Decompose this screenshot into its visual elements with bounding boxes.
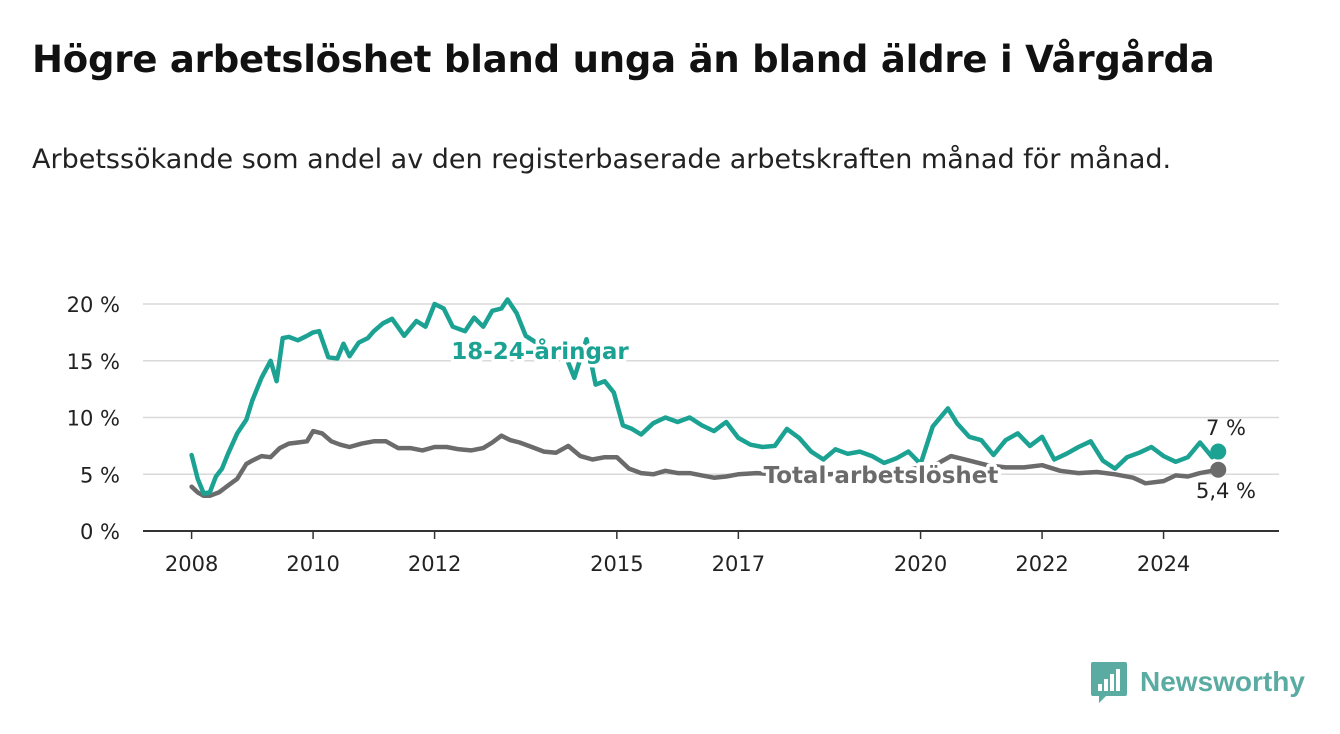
series-end-value-label: 7 % <box>1206 416 1246 440</box>
x-tick-label: 2008 <box>165 552 218 576</box>
brand-name: Newsworthy <box>1140 666 1305 697</box>
series-labels: 18-24-åringar Total arbetslöshet 7 % 5,4 % <box>448 335 1256 504</box>
newsworthy-logo-icon <box>1091 662 1127 703</box>
y-tick-label: 10 % <box>67 407 120 431</box>
x-tick-label: 2022 <box>1015 552 1068 576</box>
x-tick-label: 2010 <box>286 552 339 576</box>
chart-subtitle: Arbetssökande som andel av den registerb… <box>32 144 1172 175</box>
x-tick-label: 2020 <box>894 552 947 576</box>
newsworthy-logo: Newsworthy <box>1090 660 1305 704</box>
chart-title: Högre arbetslöshet bland unga än bland ä… <box>32 38 1215 81</box>
series-name-label: 18-24-åringar <box>451 338 629 365</box>
y-axis-ticks: 0 % 5 % 10 % 15 % 20 % <box>67 293 120 544</box>
series-lines <box>189 297 1227 499</box>
x-tick-label: 2017 <box>712 552 765 576</box>
x-tick-label: 2015 <box>590 552 643 576</box>
y-tick-label: 5 % <box>80 463 120 487</box>
y-tick-label: 20 % <box>67 293 120 317</box>
y-tick-label: 15 % <box>67 350 120 374</box>
series-end-value-label: 5,4 % <box>1196 479 1256 503</box>
x-axis-ticks: 2008 2010 2012 2015 2017 2020 2022 2024 <box>165 531 1190 576</box>
y-tick-label: 0 % <box>80 520 120 544</box>
x-tick-label: 2024 <box>1137 552 1190 576</box>
x-tick-label: 2012 <box>408 552 461 576</box>
series-end-marker <box>1210 443 1227 460</box>
series-line <box>189 428 1221 499</box>
series-end-marker <box>1210 461 1227 478</box>
gridlines <box>143 303 1279 475</box>
series-name-label: Total arbetslöshet <box>764 463 999 489</box>
series-line <box>189 297 1221 496</box>
